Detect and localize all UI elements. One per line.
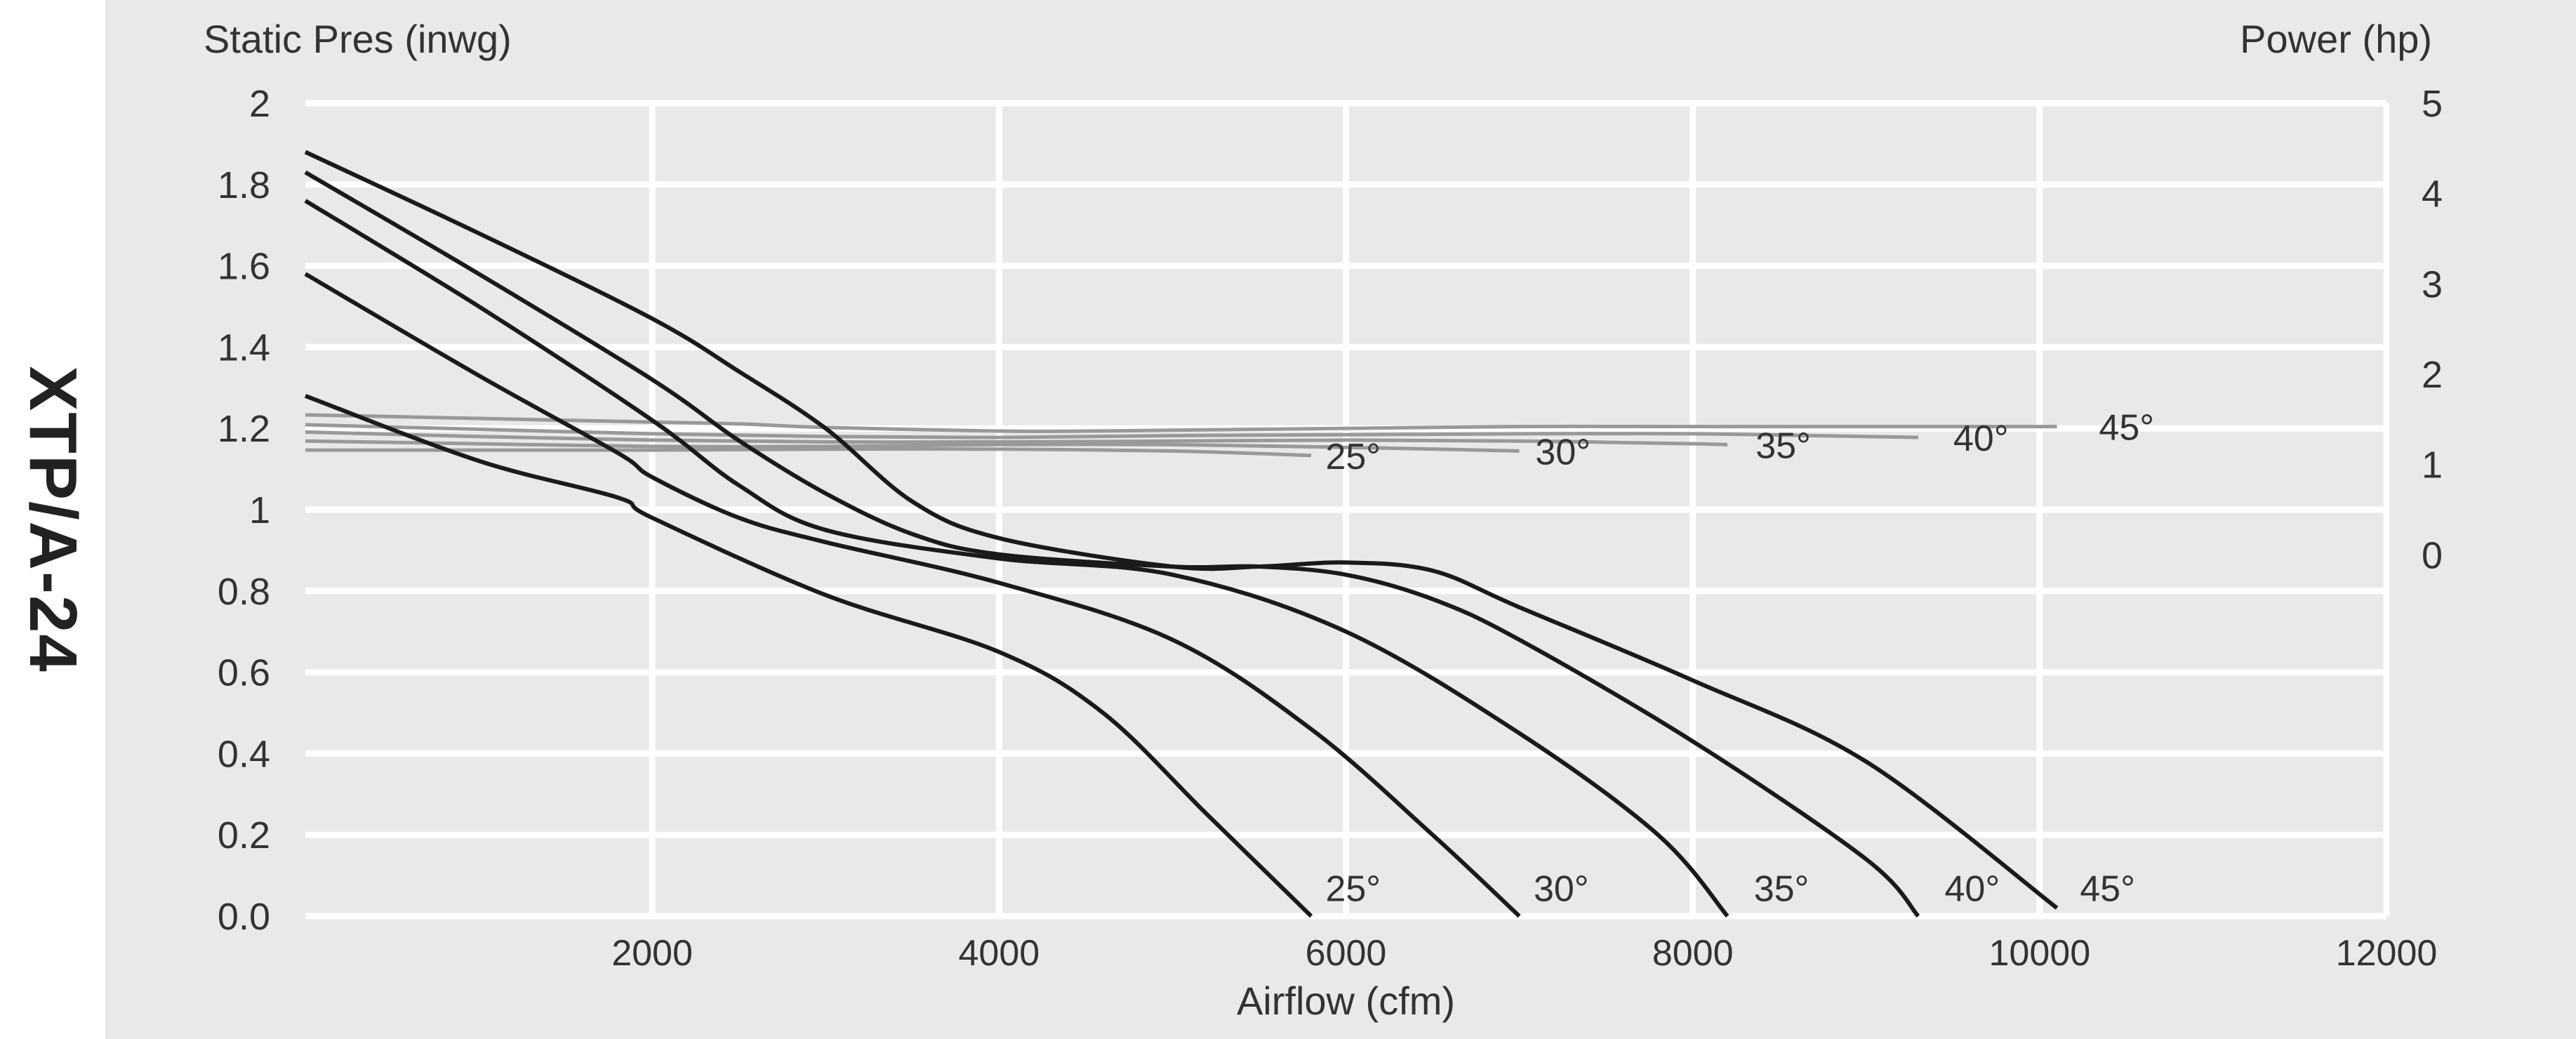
- axes: 2000 4000 6000 8000 10000 12000 0.0 0.2 0.4 0.6 0.…: [204, 17, 2443, 1023]
- x-tick-label: 12000: [2336, 933, 2438, 974]
- y2-tick-label: 0: [2422, 534, 2443, 576]
- pressure-curve-label: 35°: [1754, 868, 1810, 909]
- y-tick-label: 0.6: [218, 652, 270, 694]
- grid: [305, 100, 2390, 920]
- y-tick-label: 0.0: [218, 896, 270, 938]
- x-tick-label: 8000: [1652, 933, 1734, 974]
- y-tick-label: 0.2: [218, 814, 270, 856]
- power-curve: [305, 413, 2057, 433]
- y-axis-title: Static Pres (inwg): [204, 17, 512, 61]
- x-axis-title: Airflow (cfm): [1237, 979, 1455, 1023]
- power-curve-label: 25°: [1325, 437, 1381, 477]
- y2-axis-title: Power (hp): [2240, 17, 2432, 61]
- power-curve: [305, 423, 1918, 439]
- power-curve: [305, 439, 1520, 453]
- y-tick-label: 2: [249, 83, 270, 125]
- x-tick-label: 2000: [611, 933, 693, 974]
- power-curve-label: 45°: [2099, 408, 2154, 449]
- power-curves: [305, 413, 2057, 458]
- power-curve-label: 30°: [1535, 432, 1591, 472]
- curve-labels: 25° 30° 35° 40° 45° 25° 30° 35° 40° 45°: [1325, 408, 2154, 910]
- pressure-curve-label: 45°: [2080, 868, 2135, 909]
- pressure-curve-label: 40°: [1945, 868, 2000, 909]
- y2-tick-label: 5: [2422, 83, 2443, 125]
- power-curve: [305, 430, 1728, 446]
- y2-tick-label: 3: [2422, 263, 2443, 305]
- pressure-curve-label: 30°: [1534, 868, 1589, 909]
- power-curve-label: 40°: [1953, 418, 2009, 459]
- y-tick-label: 1.6: [218, 246, 270, 288]
- y2-tick-label: 4: [2422, 173, 2443, 216]
- x-tick-label: 10000: [1989, 933, 2091, 974]
- y-tick-label: 1.8: [218, 164, 270, 206]
- y-tick-label: 0.4: [218, 733, 270, 775]
- x-tick-label: 4000: [958, 933, 1040, 974]
- y-tick-label: 1.4: [218, 326, 270, 369]
- pressure-curve-label: 25°: [1325, 868, 1381, 909]
- power-curve: [305, 447, 1312, 458]
- pressure-curve: [304, 150, 2059, 910]
- y2-tick-label: 2: [2422, 354, 2443, 396]
- power-curve-label: 35°: [1755, 425, 1811, 466]
- y2-tick-label: 1: [2422, 444, 2443, 487]
- pressure-curve: [304, 272, 1521, 918]
- pressure-curve: [304, 394, 1313, 918]
- x-tick-label: 6000: [1306, 933, 1387, 974]
- pressure-curves: [304, 150, 2059, 918]
- y-tick-label: 0.8: [218, 571, 270, 613]
- pressure-curve: [304, 199, 1729, 918]
- y-tick-label: 1.2: [218, 408, 270, 450]
- y-tick-label: 1: [249, 489, 270, 531]
